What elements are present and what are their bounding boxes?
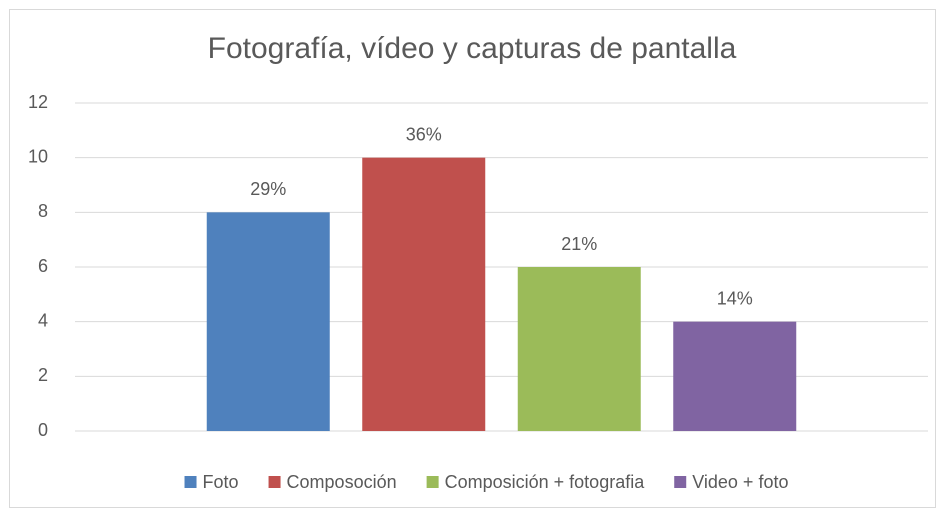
data-label: 14% — [717, 288, 753, 308]
y-tick-label: 4 — [38, 310, 48, 330]
y-tick-label: 6 — [38, 256, 48, 276]
legend-label: Foto — [203, 472, 239, 492]
legend-label: Composición + fotografia — [445, 472, 646, 492]
bar — [362, 157, 486, 431]
bar — [673, 321, 797, 431]
bar — [206, 212, 330, 431]
legend-swatch — [184, 476, 197, 488]
legend-label: Video + foto — [692, 472, 788, 492]
y-tick-label: 12 — [28, 92, 48, 112]
y-tick-label: 0 — [38, 420, 48, 440]
legend-label: Composoción — [287, 472, 397, 492]
y-tick-label: 10 — [28, 146, 48, 166]
y-tick-label: 8 — [38, 201, 48, 221]
y-tick-label: 2 — [38, 365, 48, 385]
legend-swatch — [674, 476, 687, 488]
data-label: 36% — [406, 124, 442, 144]
data-label: 21% — [561, 234, 597, 254]
chart-title: Fotografía, vídeo y capturas de pantalla — [208, 32, 737, 65]
legend-swatch — [426, 476, 439, 488]
legend-swatch — [268, 476, 281, 488]
data-label: 29% — [250, 179, 286, 199]
bar — [517, 267, 641, 431]
